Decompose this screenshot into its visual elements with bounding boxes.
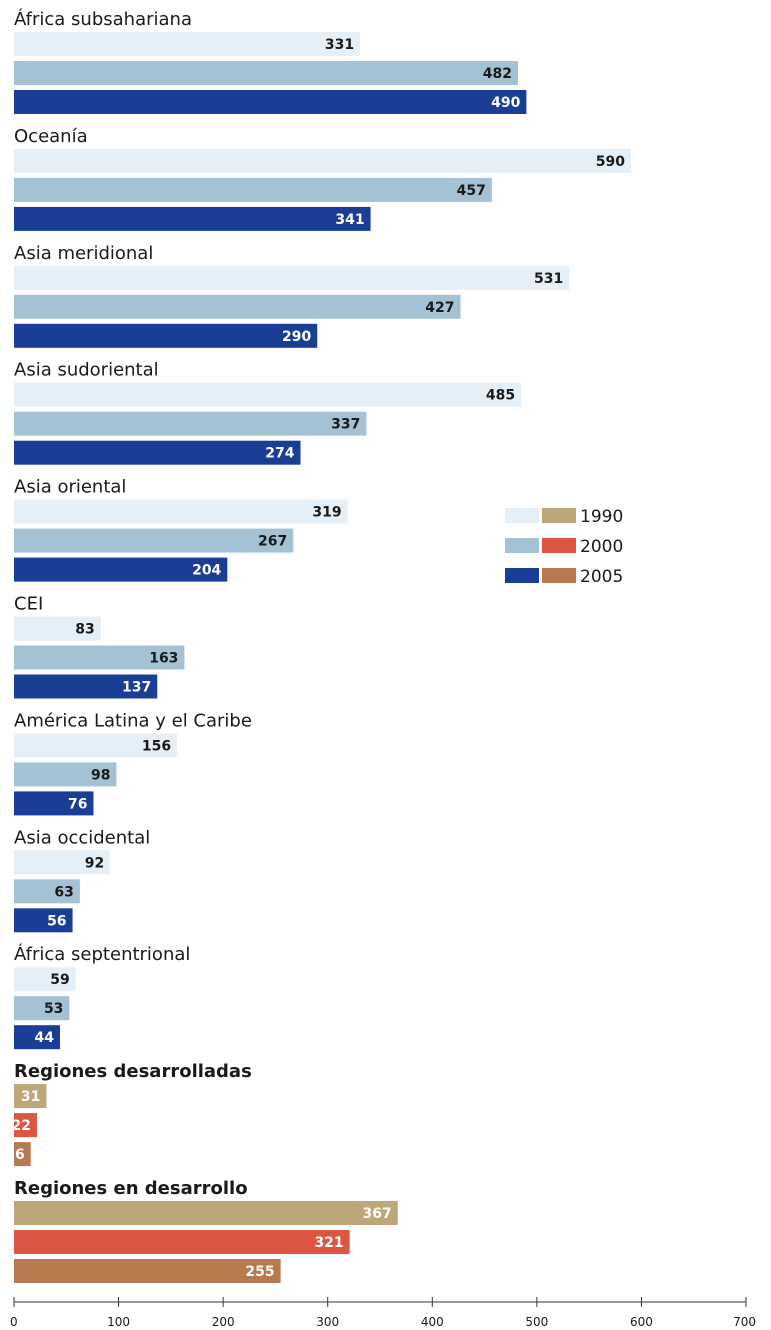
data-label: 290 bbox=[282, 329, 311, 345]
legend-swatch-aggregate bbox=[542, 538, 576, 553]
bar bbox=[14, 1142, 31, 1167]
data-label: 76 bbox=[68, 796, 87, 812]
data-label: 204 bbox=[192, 563, 221, 579]
x-tick-label: 400 bbox=[421, 1315, 444, 1329]
legend-swatch-regional bbox=[505, 538, 539, 553]
data-label: 56 bbox=[47, 913, 66, 929]
data-label: 531 bbox=[534, 271, 563, 287]
bar bbox=[14, 733, 178, 758]
legend-label: 2000 bbox=[580, 537, 623, 557]
group-label: África septentrional bbox=[14, 943, 190, 965]
x-tick-label: 100 bbox=[107, 1315, 130, 1329]
data-label: 31 bbox=[21, 1089, 40, 1105]
group-label: Asia occidental bbox=[14, 827, 150, 848]
bar bbox=[14, 850, 111, 875]
data-label: 331 bbox=[325, 37, 354, 53]
legend-swatch-aggregate bbox=[542, 508, 576, 523]
x-tick-label: 500 bbox=[525, 1315, 548, 1329]
data-label: 319 bbox=[312, 505, 341, 521]
bar bbox=[14, 1230, 350, 1254]
group-label: América Latina y el Caribe bbox=[14, 710, 252, 731]
bar bbox=[14, 177, 492, 202]
x-tick-label: 300 bbox=[316, 1315, 339, 1329]
bar bbox=[14, 1201, 398, 1225]
bar bbox=[14, 528, 294, 553]
data-label: 367 bbox=[363, 1206, 392, 1222]
bar bbox=[14, 382, 522, 407]
bar bbox=[14, 206, 371, 231]
x-tick-label: 200 bbox=[212, 1315, 235, 1329]
group-label: Regiones en desarrollo bbox=[14, 1178, 248, 1199]
data-label: 59 bbox=[50, 972, 69, 988]
data-label: 267 bbox=[258, 534, 287, 550]
group-label: Asia oriental bbox=[14, 477, 126, 498]
bar bbox=[14, 1084, 47, 1109]
x-tick-label: 600 bbox=[630, 1315, 653, 1329]
data-label: 482 bbox=[483, 66, 512, 82]
bar bbox=[14, 61, 519, 85]
bar bbox=[14, 265, 570, 290]
bar bbox=[14, 411, 367, 436]
group-label: África subsahariana bbox=[14, 8, 192, 30]
data-label: 255 bbox=[245, 1264, 274, 1280]
group-label: Oceanía bbox=[14, 126, 88, 147]
bar bbox=[14, 1025, 61, 1050]
data-label: 53 bbox=[44, 1001, 63, 1017]
data-label: 16 bbox=[5, 1147, 24, 1163]
data-label: 590 bbox=[596, 154, 625, 170]
bar bbox=[14, 499, 348, 524]
bar bbox=[14, 557, 228, 582]
bar bbox=[14, 148, 631, 173]
bar bbox=[14, 32, 361, 56]
data-label: 274 bbox=[265, 446, 294, 462]
bar bbox=[14, 996, 70, 1021]
group-label: Asia meridional bbox=[14, 243, 153, 264]
bar bbox=[14, 762, 117, 787]
data-label: 485 bbox=[486, 388, 515, 404]
group-label: Asia sudoriental bbox=[14, 360, 159, 381]
legend-swatch-regional bbox=[505, 568, 539, 583]
data-label: 83 bbox=[75, 622, 94, 638]
x-tick-label: 0 bbox=[10, 1315, 18, 1329]
bar bbox=[14, 791, 94, 816]
bar bbox=[14, 440, 301, 465]
data-label: 457 bbox=[457, 183, 486, 199]
bar bbox=[14, 90, 527, 114]
data-label: 427 bbox=[425, 300, 454, 316]
bar bbox=[14, 674, 158, 699]
bar bbox=[14, 1113, 38, 1138]
bar bbox=[14, 294, 461, 319]
data-label: 156 bbox=[142, 738, 171, 754]
data-label: 44 bbox=[35, 1030, 55, 1046]
group-label: CEI bbox=[14, 594, 43, 615]
data-label: 341 bbox=[335, 212, 364, 228]
bar bbox=[14, 1259, 281, 1283]
bar bbox=[14, 967, 76, 992]
data-label: 137 bbox=[122, 680, 151, 696]
data-label: 490 bbox=[491, 95, 520, 111]
bar bbox=[14, 645, 185, 670]
data-label: 321 bbox=[314, 1235, 343, 1251]
legend-label: 1990 bbox=[580, 507, 623, 527]
data-label: 92 bbox=[85, 855, 104, 871]
group-label: Regiones desarrolladas bbox=[14, 1061, 252, 1082]
data-label: 98 bbox=[91, 767, 110, 783]
data-label: 337 bbox=[331, 417, 360, 433]
bar bbox=[14, 323, 318, 348]
bar bbox=[14, 879, 80, 904]
bar bbox=[14, 908, 73, 933]
legend-swatch-aggregate bbox=[542, 568, 576, 583]
data-label: 22 bbox=[12, 1118, 31, 1134]
legend-swatch-regional bbox=[505, 508, 539, 523]
data-label: 163 bbox=[149, 651, 178, 667]
x-tick-label: 700 bbox=[733, 1315, 756, 1329]
data-label: 63 bbox=[54, 884, 73, 900]
legend-label: 2005 bbox=[580, 567, 623, 587]
bar bbox=[14, 616, 101, 641]
